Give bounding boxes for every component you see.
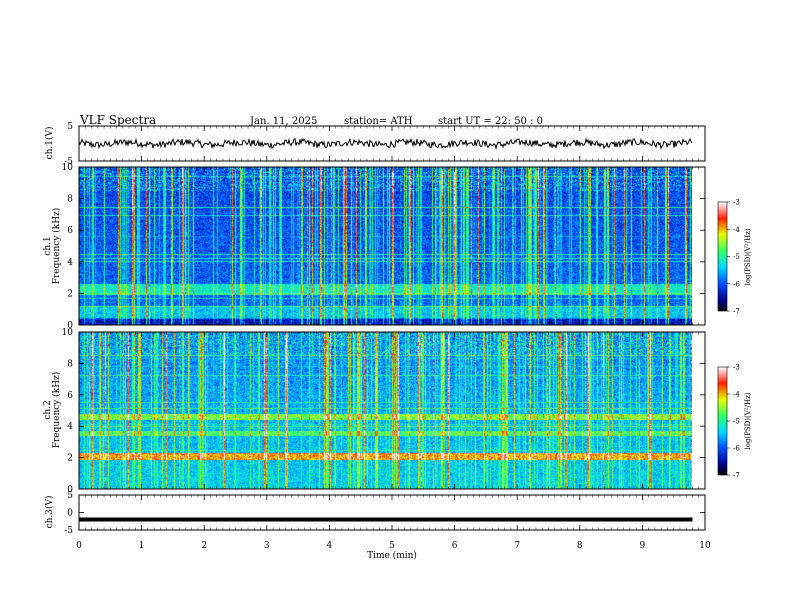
ch2-colorbar-label: log(PSD)(V²/Hz) [744, 392, 752, 449]
x-tick-label: 9 [640, 541, 646, 551]
y-tick-label: 8 [67, 359, 73, 369]
colorbar-tick-label: -3 [733, 364, 740, 372]
ch2-spectrogram-ylabel-frequency: Frequency (kHz) [51, 372, 62, 449]
colorbar-tick-label: -4 [733, 226, 740, 234]
y-tick-label: 5 [67, 491, 73, 501]
date-label: Jan. 11, 2025 [249, 116, 317, 127]
ch2-spectrogram [79, 332, 692, 489]
ch1-spectrogram-ylabel-channel: ch.1 [43, 236, 53, 255]
y-tick-label: -5 [64, 526, 73, 536]
x-tick-label: 3 [264, 541, 270, 551]
y-tick-label: -5 [64, 157, 73, 167]
figure-title: VLF Spectra [79, 113, 156, 127]
start-time-label: start UT = 22: 50 : 0 [438, 116, 543, 127]
ch2-colorbar: -3 -4 -5 -6 -7 log(PSD)(V²/Hz) [717, 364, 752, 480]
colorbar-tick-label: -4 [733, 391, 740, 399]
x-tick-label: 4 [327, 541, 333, 551]
x-tick-label: 5 [389, 541, 395, 551]
y-tick-label: 10 [62, 163, 74, 173]
x-tick-label: 10 [699, 541, 711, 551]
y-tick-label: 4 [67, 422, 73, 432]
ch2-spectrogram-ylabel-channel: ch.2 [43, 400, 53, 419]
station-label: station= ATH [344, 116, 413, 127]
ch1-colorbar-label: log(PSD)(V²/Hz) [744, 228, 752, 285]
colorbar-tick-label: -7 [733, 472, 740, 480]
y-tick-label: 0 [67, 321, 73, 331]
y-tick-label: 2 [67, 454, 73, 464]
ch1-waveform-ylabel: ch.1(V) [44, 127, 55, 160]
y-tick-label: 0 [67, 509, 73, 519]
ch1-colorbar: -3 -4 -5 -6 -7 log(PSD)(V²/Hz) [717, 199, 752, 316]
ch1-spectrogram-ylabel-frequency: Frequency (kHz) [51, 208, 62, 285]
x-axis-label: Time (min) [367, 550, 417, 561]
y-tick-label: 0 [67, 485, 73, 495]
y-tick-label: 6 [67, 226, 73, 236]
colorbar-tick-label: -5 [733, 253, 740, 261]
ch1-spectrogram [79, 167, 692, 325]
colorbar-tick-label: -3 [733, 199, 740, 207]
ch3-waveform-frame [78, 494, 706, 531]
x-tick-label: 2 [201, 541, 207, 551]
y-tick-label: 5 [67, 122, 73, 132]
x-tick-label: 7 [514, 541, 520, 551]
colorbar-tick-label: -6 [733, 280, 740, 288]
colorbar-tick-label: -6 [733, 445, 740, 453]
y-tick-label: 2 [67, 289, 73, 299]
ch1-waveform-line [78, 137, 693, 151]
y-tick-label: 6 [67, 391, 73, 401]
y-tick-label: 10 [62, 328, 74, 338]
x-tick-label: 8 [577, 541, 583, 551]
x-tick-label: 6 [452, 541, 458, 551]
ch3-waveform-ylabel: ch.3(V) [44, 496, 55, 529]
x-tick-label: 0 [76, 541, 82, 551]
colorbar-tick-label: -7 [733, 308, 740, 316]
y-tick-label: 4 [67, 258, 73, 268]
x-tick-label: 1 [139, 541, 145, 551]
y-tick-label: 8 [67, 195, 73, 205]
colorbar-tick-label: -5 [733, 418, 740, 426]
